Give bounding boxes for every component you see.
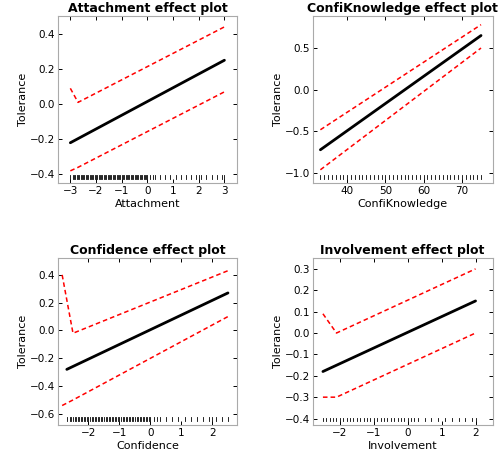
Title: ConfiKnowledge effect plot: ConfiKnowledge effect plot bbox=[307, 2, 498, 15]
Y-axis label: Tolerance: Tolerance bbox=[274, 73, 283, 127]
Title: Involvement effect plot: Involvement effect plot bbox=[320, 244, 485, 257]
X-axis label: Involvement: Involvement bbox=[368, 440, 438, 451]
Title: Attachment effect plot: Attachment effect plot bbox=[68, 2, 228, 15]
Y-axis label: Tolerance: Tolerance bbox=[274, 315, 283, 368]
Title: Confidence effect plot: Confidence effect plot bbox=[70, 244, 225, 257]
X-axis label: ConfiKnowledge: ConfiKnowledge bbox=[358, 198, 448, 209]
X-axis label: Attachment: Attachment bbox=[114, 198, 180, 209]
X-axis label: Confidence: Confidence bbox=[116, 440, 179, 451]
Y-axis label: Tolerance: Tolerance bbox=[18, 73, 28, 127]
Y-axis label: Tolerance: Tolerance bbox=[18, 315, 28, 368]
